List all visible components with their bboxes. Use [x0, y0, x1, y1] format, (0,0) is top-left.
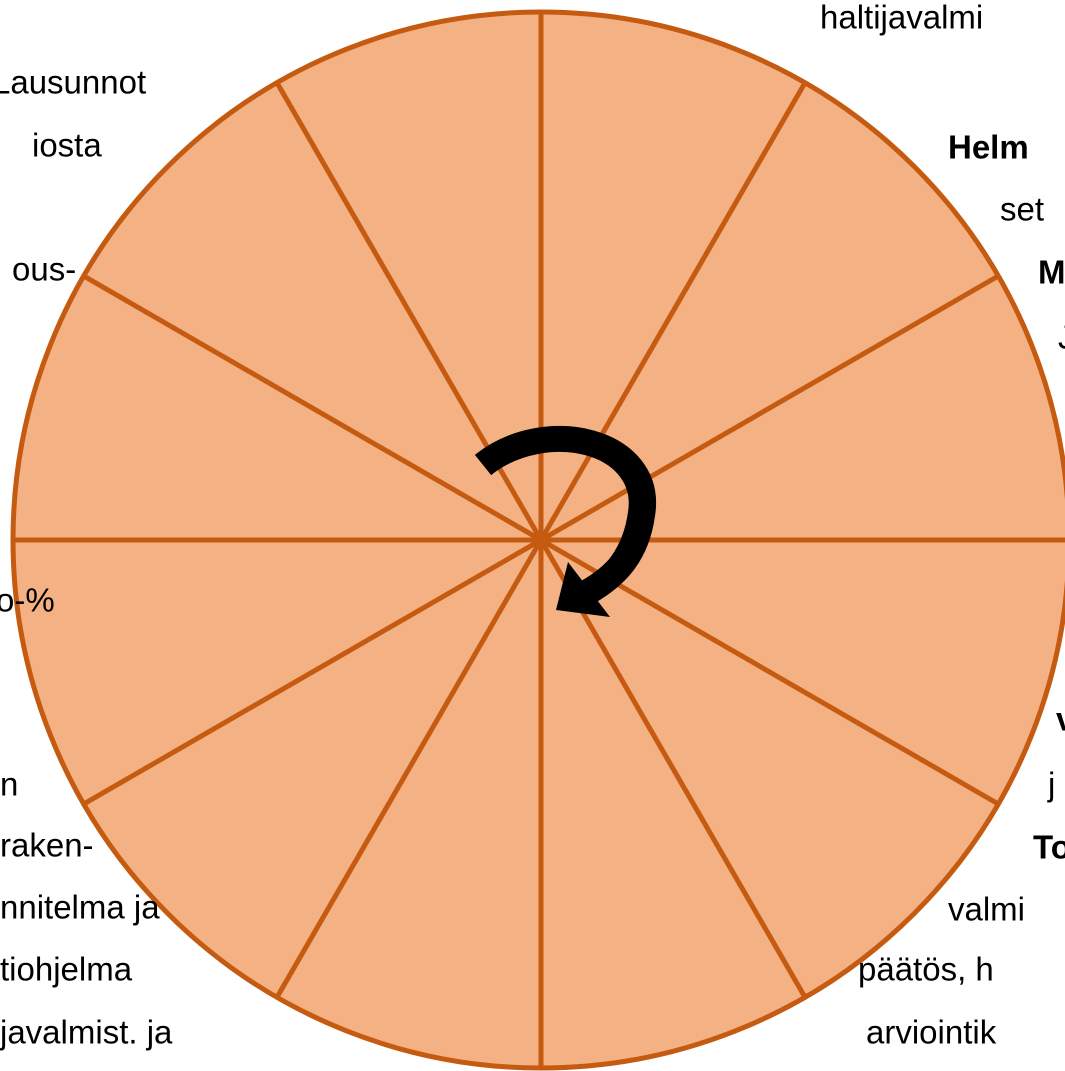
- arrow-head: [556, 562, 610, 617]
- label: Lausunnot: [0, 64, 146, 101]
- label: javalmist. ja: [0, 1014, 173, 1051]
- label: v: [1056, 701, 1065, 738]
- label: arviointik: [866, 1014, 997, 1051]
- label: haltijavalmi: [820, 0, 983, 36]
- label: raken-: [0, 827, 94, 864]
- label: päätös, h: [858, 951, 994, 988]
- label: nnitelma ja: [0, 889, 160, 926]
- label: J: [1058, 319, 1065, 356]
- rotation-arrow: [474, 426, 657, 604]
- label: tiohjelma: [0, 951, 133, 988]
- label: iosta: [32, 127, 102, 164]
- label: valmi: [948, 891, 1025, 928]
- label: set: [1000, 191, 1044, 228]
- label: M: [1038, 254, 1065, 291]
- label: To: [1033, 829, 1065, 866]
- label: n: [0, 766, 18, 803]
- label: o-%: [0, 582, 55, 619]
- label: ous-: [12, 251, 76, 288]
- hub: [534, 533, 548, 547]
- label: Helm: [948, 129, 1029, 166]
- label: j: [1047, 766, 1055, 803]
- rotation-arrow-outline: [488, 447, 633, 587]
